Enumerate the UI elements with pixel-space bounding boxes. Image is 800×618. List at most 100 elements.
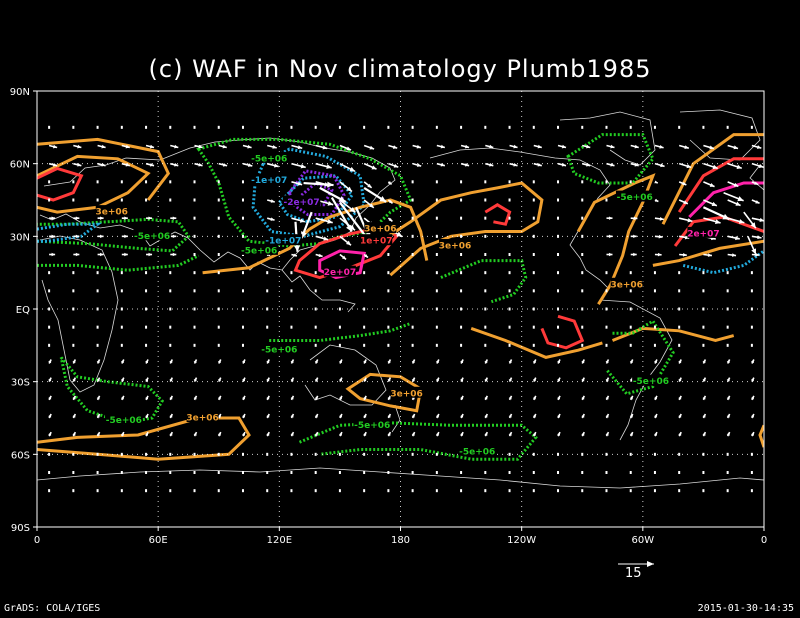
contour-label-bg bbox=[133, 229, 171, 241]
flux-vector bbox=[290, 359, 295, 364]
contour-pos-1e7 bbox=[484, 203, 512, 226]
flux-vector bbox=[387, 343, 390, 347]
flux-vector bbox=[605, 413, 610, 419]
contour-label-bg bbox=[458, 444, 497, 456]
flux-vector bbox=[387, 289, 390, 293]
flux-vector bbox=[678, 489, 681, 493]
flux-vector bbox=[484, 489, 487, 493]
flux-vector bbox=[629, 180, 632, 184]
flux-vector bbox=[363, 162, 377, 170]
flux-vector bbox=[460, 216, 463, 220]
flux-vector bbox=[605, 489, 608, 493]
flux-vector bbox=[169, 471, 172, 474]
flux-vector bbox=[363, 471, 366, 474]
flux-vector bbox=[217, 377, 222, 383]
flux-vector bbox=[435, 198, 438, 202]
contour-pos-3e6 bbox=[345, 372, 423, 413]
flux-vector bbox=[193, 431, 198, 437]
flux-vector bbox=[460, 489, 463, 493]
flux-vector bbox=[193, 289, 196, 293]
flux-vector bbox=[726, 413, 731, 419]
flux-vector bbox=[750, 413, 755, 419]
flux-vector bbox=[436, 144, 446, 149]
flux-vector bbox=[629, 452, 632, 456]
flux-vector bbox=[485, 144, 494, 149]
flux-vector bbox=[484, 395, 489, 401]
lat-tick-label: 60S bbox=[11, 450, 30, 461]
flux-vector bbox=[96, 471, 99, 474]
flux-vector bbox=[48, 125, 51, 129]
flux-vector bbox=[532, 413, 537, 419]
flux-vector bbox=[532, 216, 535, 220]
flux-vector bbox=[508, 289, 511, 293]
flux-vector bbox=[703, 144, 715, 150]
flux-vector bbox=[557, 198, 560, 202]
contour-label: -5e+06 bbox=[241, 246, 277, 256]
flux-vector bbox=[605, 471, 608, 474]
flux-vector bbox=[72, 395, 77, 401]
flux-vector bbox=[484, 325, 487, 329]
flux-vector bbox=[723, 191, 744, 202]
flux-vector bbox=[460, 307, 463, 311]
flux-vector bbox=[508, 180, 511, 184]
contour-label-bg bbox=[323, 265, 356, 277]
flux-vector bbox=[267, 217, 275, 221]
flux-vector bbox=[72, 489, 75, 493]
flux-vector bbox=[411, 413, 416, 419]
flux-vector bbox=[314, 125, 317, 129]
flux-vector bbox=[750, 471, 753, 474]
flux-vector bbox=[411, 431, 416, 437]
flux-vector bbox=[484, 253, 487, 256]
flux-vector bbox=[145, 359, 149, 364]
flux-vector bbox=[145, 395, 149, 401]
contour-neg-5e6 bbox=[566, 133, 655, 185]
flux-vector bbox=[508, 395, 513, 401]
flux-vector bbox=[387, 413, 392, 419]
flux-vector bbox=[606, 216, 613, 220]
flux-vector bbox=[508, 377, 513, 383]
flux-vector bbox=[727, 181, 739, 188]
contour-label: 3e+06 bbox=[364, 225, 396, 235]
contour-neg-5e6 bbox=[440, 259, 528, 304]
flux-vector bbox=[605, 125, 608, 129]
flux-vector bbox=[750, 343, 753, 347]
flux-vector bbox=[48, 377, 52, 383]
flux-vector bbox=[726, 271, 729, 275]
flux-vector bbox=[241, 343, 244, 347]
flux-vector bbox=[605, 343, 608, 347]
contour-label-bg bbox=[687, 226, 720, 238]
flux-vector bbox=[533, 162, 542, 167]
reference-vector-label: 15 bbox=[625, 566, 642, 581]
flux-vector bbox=[96, 431, 101, 437]
flux-vector bbox=[581, 431, 585, 437]
flux-vector bbox=[169, 431, 173, 437]
flux-vector bbox=[702, 289, 705, 293]
flux-vector bbox=[727, 162, 742, 170]
contour-pos-1e7 bbox=[677, 157, 764, 213]
flux-vector bbox=[315, 217, 333, 224]
flux-vector bbox=[145, 289, 148, 293]
flux-vector bbox=[703, 199, 718, 207]
flux-vector bbox=[49, 216, 56, 220]
contour-label-bg bbox=[105, 413, 143, 425]
flux-vector bbox=[411, 216, 414, 220]
flux-vector bbox=[363, 144, 375, 150]
flux-vector bbox=[363, 186, 387, 203]
flux-vector bbox=[435, 234, 438, 238]
flux-vector bbox=[120, 359, 125, 364]
flux-vector bbox=[750, 431, 755, 437]
flux-vector bbox=[170, 144, 179, 149]
flux-vector bbox=[702, 413, 707, 419]
wave-activity-flux-vectors bbox=[48, 125, 764, 493]
flux-vector bbox=[750, 125, 753, 129]
flux-vector bbox=[703, 162, 719, 170]
flux-vector bbox=[96, 180, 99, 184]
flux-vector bbox=[751, 199, 760, 205]
flux-vector bbox=[48, 471, 51, 474]
flux-vector bbox=[412, 144, 422, 149]
flux-vector bbox=[532, 307, 535, 311]
flux-vector bbox=[314, 307, 317, 311]
flux-vector bbox=[435, 359, 440, 364]
flux-vector bbox=[217, 413, 222, 419]
flux-vector bbox=[727, 253, 737, 257]
